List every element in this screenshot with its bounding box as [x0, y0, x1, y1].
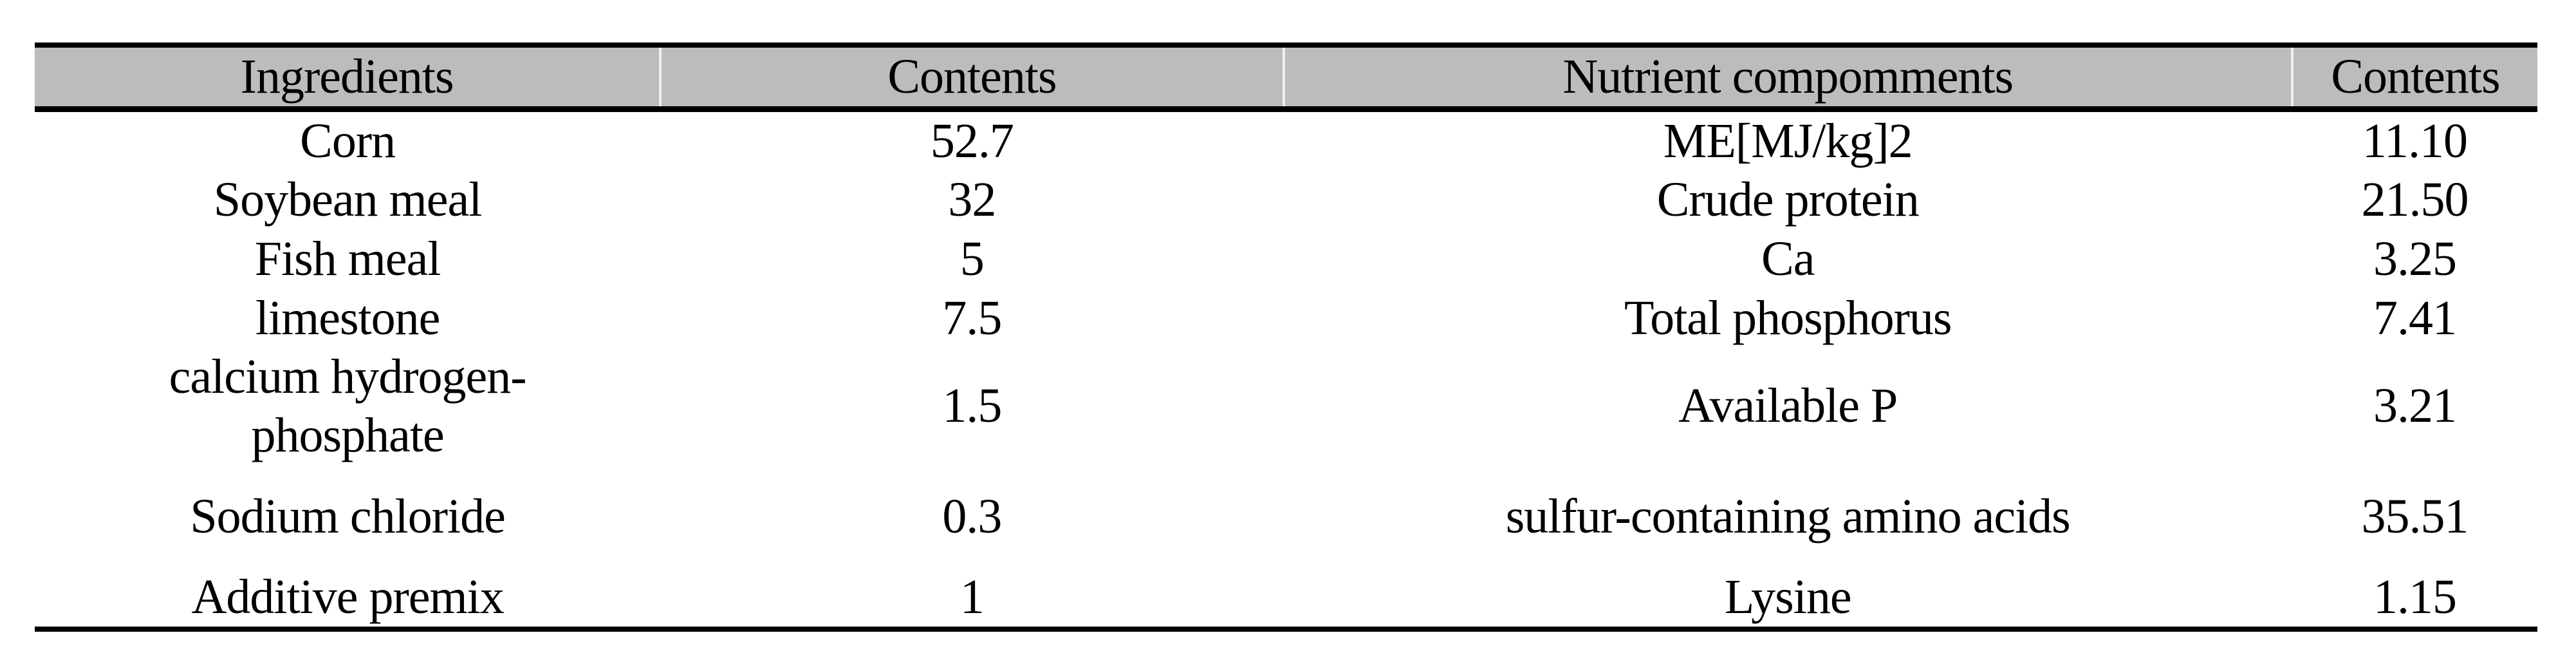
table-header: Ingredients Contents Nutrient compomment…	[35, 45, 2537, 113]
table-row: Corn 52.7 ME[MJ/kg]2 11.10	[35, 109, 2537, 171]
nutrient-content-cell: 35.51	[2361, 489, 2469, 543]
header-ingredients-contents: Contents	[660, 45, 1285, 113]
ingredient-content-cell: 32	[948, 173, 996, 227]
header-row: Ingredients Contents Nutrient compomment…	[35, 45, 2537, 113]
nutrient-content-cell: 3.25	[2373, 231, 2457, 286]
table-row: limestone 7.5 Total phosphorus 7.41	[35, 289, 2537, 348]
nutrient-name-cell: Crude protein	[1656, 173, 1920, 227]
nutrient-name-cell: ME[MJ/kg]2	[1663, 114, 1913, 169]
table-row: Soybean meal 32 Crude protein 21.50	[35, 171, 2537, 229]
nutrient-name-cell: Ca	[1761, 231, 1815, 286]
nutrient-content-cell: 1.15	[2373, 570, 2457, 625]
ingredient-name-cell: calcium hydrogen- phosphate	[169, 349, 527, 462]
ingredient-content-cell: 0.3	[942, 489, 1002, 543]
nutrient-name-cell: Available P	[1678, 379, 1898, 433]
nutrient-name-cell: Lysine	[1724, 570, 1852, 625]
nutrient-name-cell: sulfur-containing amino acids	[1505, 489, 2071, 543]
ingredient-name-cell: Fish meal	[254, 231, 441, 286]
feed-composition-table: Ingredients Contents Nutrient compomment…	[35, 43, 2537, 632]
ingredient-name-cell: limestone	[255, 290, 441, 345]
ingredient-content-cell: 5	[959, 231, 985, 286]
nutrient-content-cell: 21.50	[2361, 173, 2469, 227]
header-nutrients-contents: Contents	[2292, 45, 2537, 113]
header-nutrients: Nutrient compomments	[1283, 45, 2293, 113]
table-row: Fish meal 5 Ca 3.25	[35, 230, 2537, 289]
table-row: Additive premix 1 Lysine 1.15	[35, 568, 2537, 629]
table-row: calcium hydrogen- phosphate 1.5 Availabl…	[35, 348, 2537, 465]
ingredient-content-cell: 7.5	[942, 290, 1002, 345]
ingredient-content-cell: 1.5	[942, 379, 1002, 433]
nutrient-content-cell: 7.41	[2373, 290, 2457, 345]
nutrient-content-cell: 11.10	[2362, 114, 2468, 169]
ingredient-name-cell: Soybean meal	[213, 173, 482, 227]
nutrient-content-cell: 3.21	[2373, 379, 2457, 433]
ingredient-content-cell: 52.7	[930, 114, 1014, 169]
table-body: Corn 52.7 ME[MJ/kg]2 11.10 Soybean meal …	[35, 109, 2537, 630]
header-ingredients: Ingredients	[35, 45, 662, 113]
nutrient-name-cell: Total phosphorus	[1624, 290, 1952, 345]
ingredient-name-cell: Corn	[300, 114, 396, 169]
ingredient-name-cell: Additive premix	[191, 570, 505, 625]
ingredient-name-cell: Sodium chloride	[190, 489, 506, 543]
ingredient-content-cell: 1	[959, 570, 985, 625]
table-row: Sodium chloride 0.3 sulfur-containing am…	[35, 465, 2537, 568]
